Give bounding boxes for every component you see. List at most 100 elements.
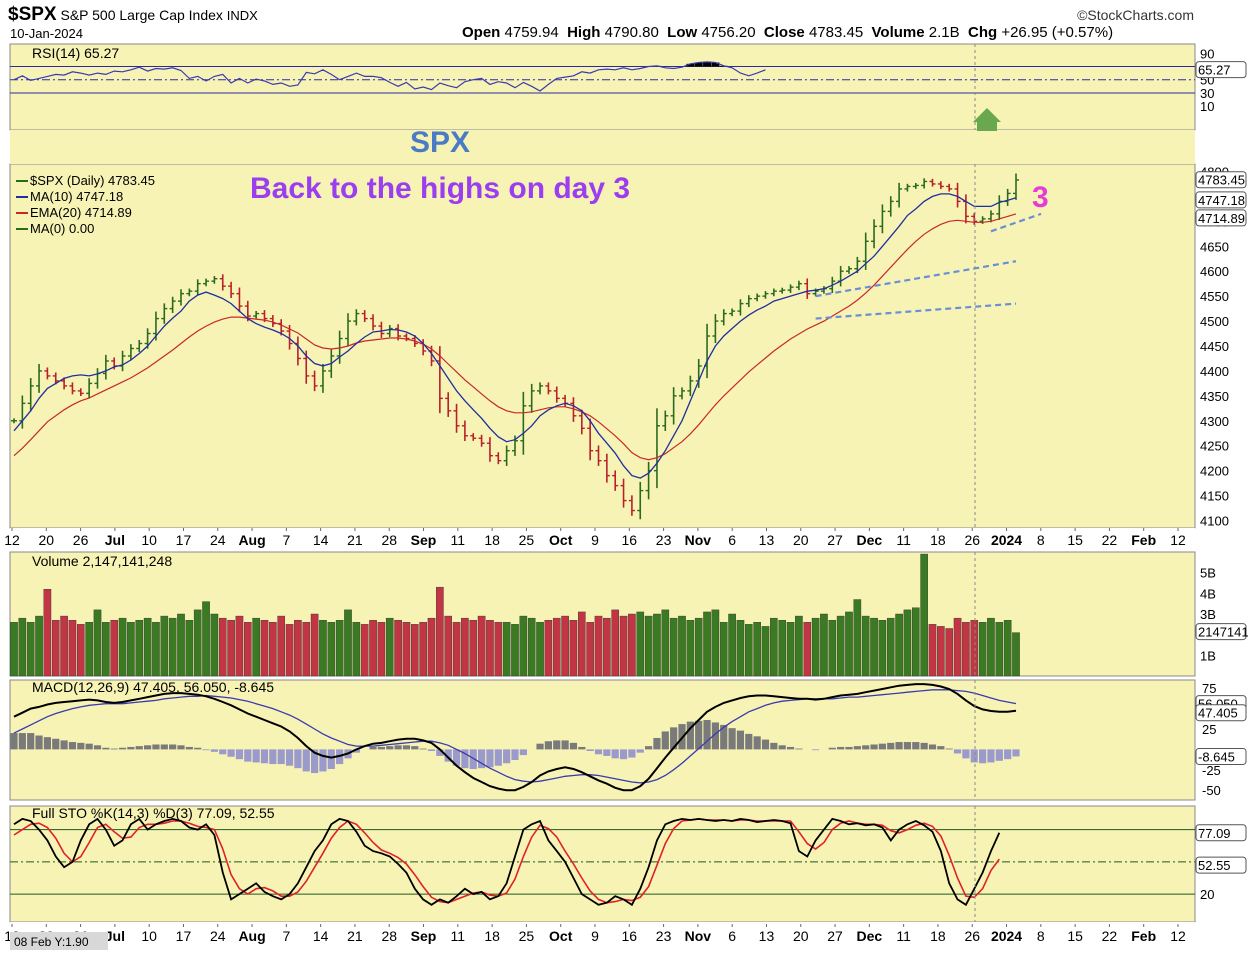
macd-histogram-bar [728, 728, 736, 750]
high-value: 4790.80 [604, 24, 659, 41]
macd-histogram-bar [386, 746, 394, 750]
macd-histogram-bar [862, 745, 870, 750]
x-axis-label-bottom: Oct [549, 928, 573, 944]
volume-bar [1003, 620, 1012, 677]
volume-bar [110, 620, 118, 677]
trendline-1 [815, 302, 1017, 320]
x-axis-label-bottom: 18 [484, 928, 500, 944]
x-axis-label-bottom: 11 [451, 928, 466, 944]
volume-bar [753, 622, 761, 677]
volume-bar [920, 553, 928, 677]
volume-bar [736, 620, 745, 677]
macd-histogram-bar [102, 747, 110, 750]
volume-bar [93, 609, 102, 677]
volume-bar [636, 611, 645, 677]
x-axis-label: 16 [622, 532, 638, 548]
macd-tick-label: 25 [1202, 722, 1216, 737]
volume-bar [436, 586, 444, 677]
volume-bar [302, 622, 311, 677]
macd-histogram-bar [311, 749, 319, 774]
x-axis-label: 15 [1067, 532, 1083, 548]
volume-bar [853, 599, 862, 677]
volume-last-label-box [1195, 623, 1247, 641]
volume-bar [895, 613, 903, 677]
volume-bar [628, 613, 636, 677]
macd-histogram-bar [887, 742, 895, 750]
volume-bar [603, 617, 611, 677]
macd-histogram-bar [494, 749, 502, 766]
macd-histogram-bar [427, 749, 436, 752]
x-axis-label-bottom: 25 [519, 928, 535, 944]
volume-bar [1012, 632, 1020, 677]
macd-histogram-bar [987, 749, 995, 763]
macd-histogram-bar [177, 745, 185, 750]
macd-histogram-bar [720, 724, 728, 750]
macd-histogram-bar [68, 742, 77, 750]
volume-bar [569, 620, 578, 677]
volume-bar [970, 620, 979, 677]
x-axis-label: 28 [381, 532, 397, 548]
macd-histogram-bar [60, 740, 68, 750]
x-axis-label: 25 [519, 532, 535, 548]
volume-bar [218, 617, 227, 677]
macd-histogram-bar [569, 742, 578, 750]
x-axis-label-bottom: Dec [857, 928, 883, 944]
x-axis-label: Feb [1131, 532, 1156, 548]
macd-histogram-bar [928, 744, 937, 750]
volume-bar [536, 622, 544, 677]
macd-histogram-bar [661, 731, 669, 750]
macd-histogram-bar [319, 749, 327, 772]
volume-bar [770, 617, 778, 677]
rsi-tick-label: 90 [1200, 46, 1214, 61]
macd-histogram-bar [853, 746, 861, 750]
rsi-tick-label: 30 [1200, 86, 1214, 101]
x-axis-label: Jul [105, 532, 125, 548]
volume-bar [469, 620, 478, 677]
price-tick-label: 4550 [1200, 289, 1229, 304]
macd-histogram-bar [937, 746, 945, 750]
volume-bar [369, 620, 377, 677]
price-tick-label: 4350 [1200, 389, 1229, 404]
change-label: Chg [967, 24, 998, 41]
x-axis-label-bottom: 12 [1170, 928, 1186, 944]
x-axis-label-bottom: 27 [827, 928, 843, 944]
price-tick-label: 4200 [1200, 464, 1229, 479]
macd-histogram-bar [411, 746, 419, 750]
macd-histogram-bar [736, 730, 745, 750]
sto-k-last-label-box [1195, 824, 1247, 842]
volume-bar [519, 615, 528, 677]
macd-histogram-bar [210, 749, 218, 752]
volume-tick-label: 3B [1200, 607, 1216, 622]
volume-bar [269, 622, 277, 677]
volume-bar [68, 620, 77, 677]
volume-bar [294, 620, 302, 677]
price-annotation: Back to the highs on day 3 [250, 172, 630, 205]
legend-entry: EMA(20) 4714.89 [30, 205, 132, 220]
volume-bar [845, 611, 853, 677]
x-axis-label: 9 [591, 532, 599, 548]
x-axis-label: 12 [4, 532, 20, 548]
x-axis-label-bottom: 7 [282, 928, 290, 944]
sto-k-line [13, 817, 1001, 907]
x-axis-label: 20 [39, 532, 55, 548]
price-last-label: 4747.18 [1198, 193, 1245, 208]
macd-histogram-bar [160, 744, 168, 750]
volume-bar [26, 622, 35, 677]
macd-histogram-bar [277, 749, 285, 765]
volume-bar [803, 622, 812, 677]
macd-histogram-bar [745, 733, 753, 750]
x-axis-label-bottom: 16 [622, 928, 638, 944]
x-axis-label-bottom: 9 [591, 928, 599, 944]
macd-title: MACD(12,26,9) 47.405, 56.050, -8.645 [32, 679, 274, 695]
volume-title: Volume 2,147,141,248 [32, 553, 172, 569]
symbol: $SPX [8, 4, 57, 25]
macd-histogram-bar [85, 743, 93, 750]
x-axis-label-bottom: 20 [793, 928, 809, 944]
rsi-overbought-fill [703, 61, 712, 67]
volume-bar [43, 589, 52, 677]
volume-bar [653, 613, 661, 677]
rsi-annotation: SPX [410, 126, 470, 159]
volume-bar [594, 615, 603, 677]
macd-histogram-bar [619, 749, 628, 760]
